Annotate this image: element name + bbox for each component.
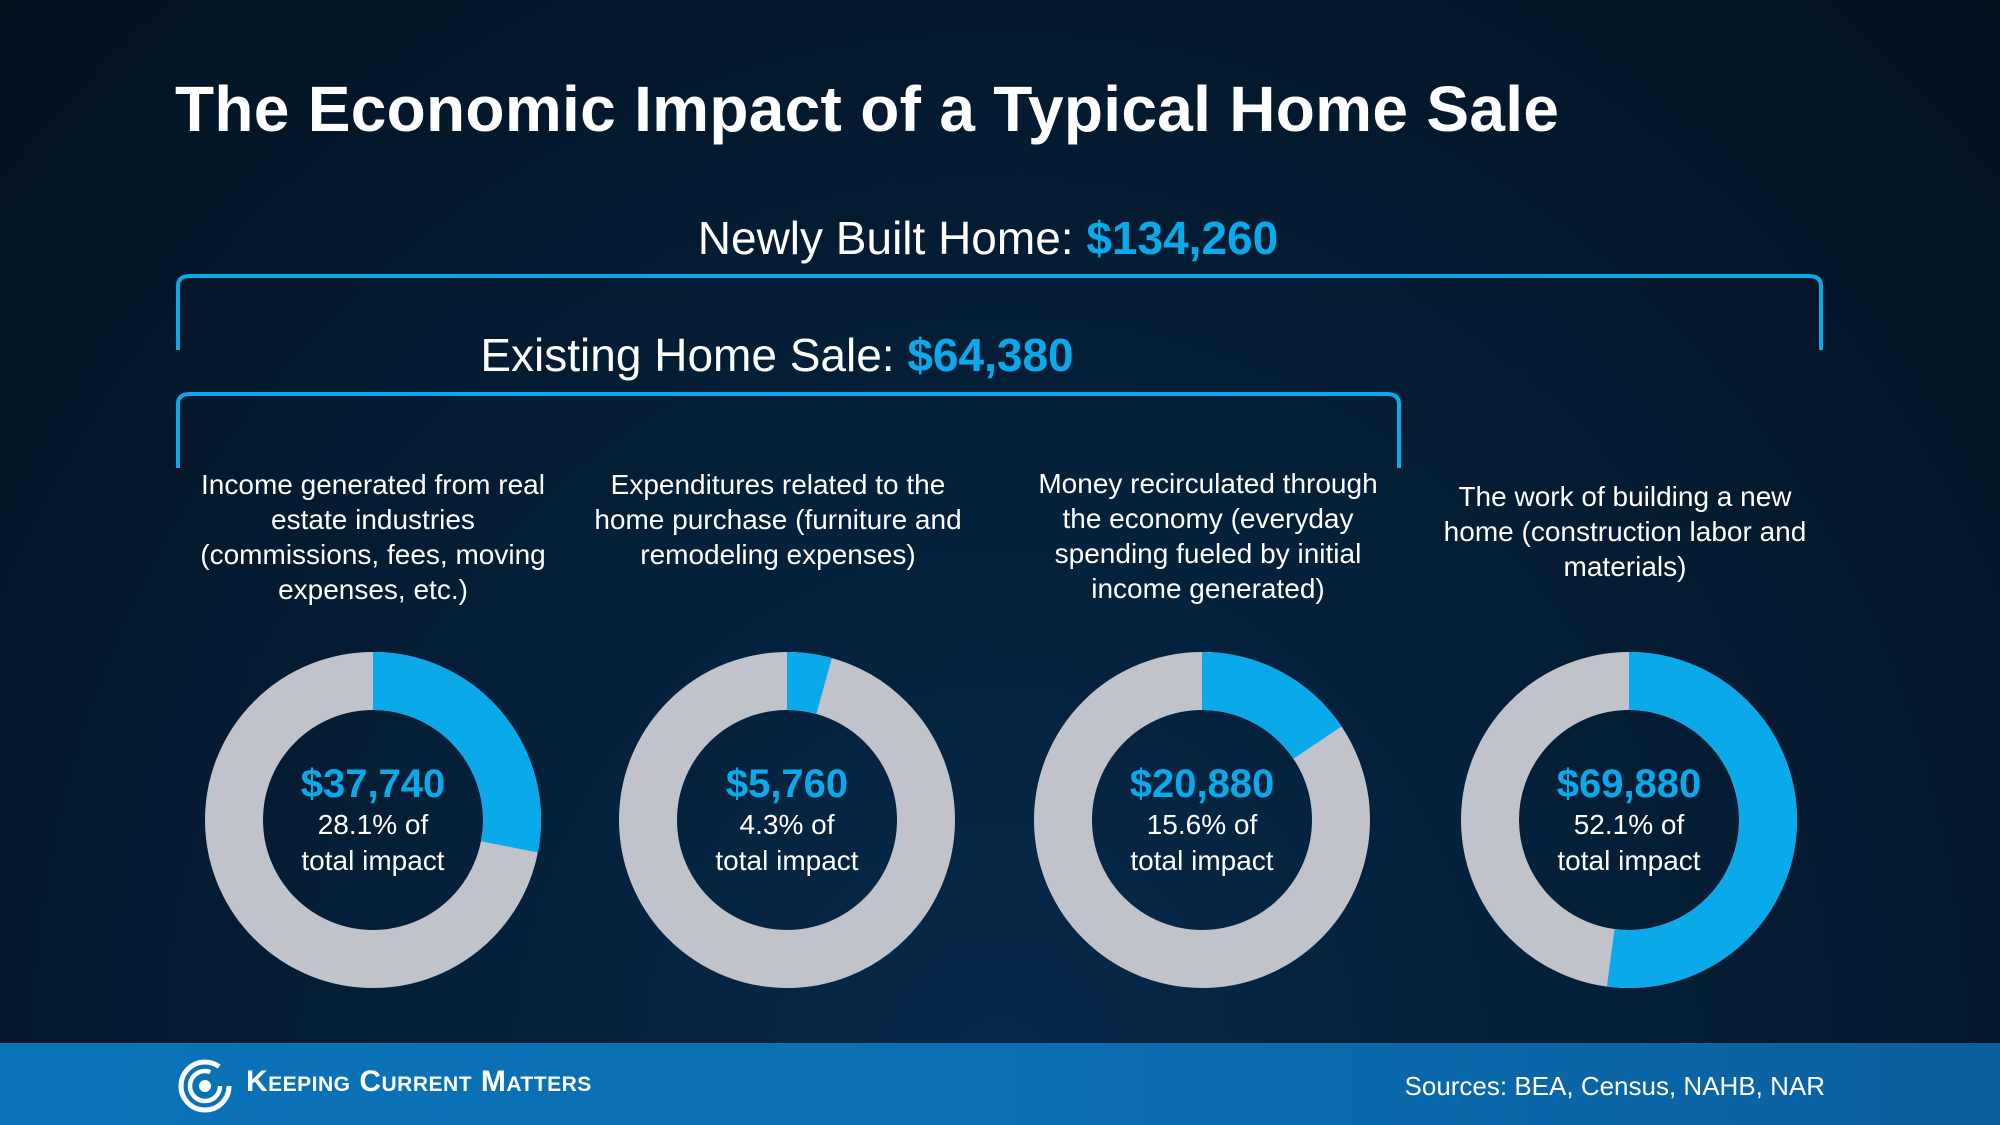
- caption-expenditures: Expenditures related to the home purchas…: [594, 469, 962, 570]
- donut-percent: 15.6% of: [1146, 809, 1258, 840]
- donut-amount: $69,880: [1556, 762, 1702, 806]
- donut-amount: $5,760: [725, 762, 849, 806]
- page-title: The Economic Impact of a Typical Home Sa…: [175, 73, 1560, 145]
- donut-center-expenditures: $5,760 4.3% of total impact: [667, 761, 907, 879]
- donut-center-recirculated: $20,880 15.6% of total impact: [1082, 761, 1322, 879]
- caption-recirculated: Money recirculated through the economy (…: [1038, 468, 1378, 604]
- newly-built-label-text: Newly Built Home:: [697, 212, 1087, 264]
- donut-slice-recirculated: [1201, 652, 1342, 760]
- donut-subtext: total impact: [1557, 845, 1701, 876]
- brand-name: Keeping Current Matters: [246, 1065, 592, 1098]
- donut-slice-income: [372, 652, 541, 853]
- existing-home-label-text: Existing Home Sale:: [480, 329, 908, 381]
- donut-center-construction: $69,880 52.1% of total impact: [1509, 761, 1749, 879]
- footer-bar: Keeping Current Matters Sources: BEA, Ce…: [0, 1043, 2000, 1125]
- existing-home-amount: $64,380: [907, 329, 1074, 381]
- newly-built-label: Newly Built Home: $134,260: [698, 211, 1278, 265]
- donut-slice-construction: [1606, 652, 1797, 988]
- donut-amount: $20,880: [1129, 762, 1275, 806]
- caption-construction: The work of building a new home (constru…: [1443, 481, 1807, 582]
- donut-percent: 52.1% of: [1573, 809, 1685, 840]
- donut-subtext: total impact: [1130, 845, 1274, 876]
- donut-percent: 28.1% of: [317, 809, 429, 840]
- donut-slice-expenditures: [786, 652, 832, 715]
- caption-income: Income generated from real estate indust…: [200, 469, 546, 605]
- donut-amount: $37,740: [300, 762, 446, 806]
- donut-subtext: total impact: [715, 845, 859, 876]
- sources-text: Sources: BEA, Census, NAHB, NAR: [1404, 1071, 1825, 1101]
- swirl-logo-icon: [178, 1059, 232, 1113]
- newly-built-amount: $134,260: [1086, 212, 1279, 264]
- donut-subtext: total impact: [301, 845, 445, 876]
- donut-percent: 4.3% of: [739, 809, 835, 840]
- donut-center-income: $37,740 28.1% of total impact: [253, 761, 493, 879]
- existing-home-label: Existing Home Sale: $64,380: [480, 328, 1073, 382]
